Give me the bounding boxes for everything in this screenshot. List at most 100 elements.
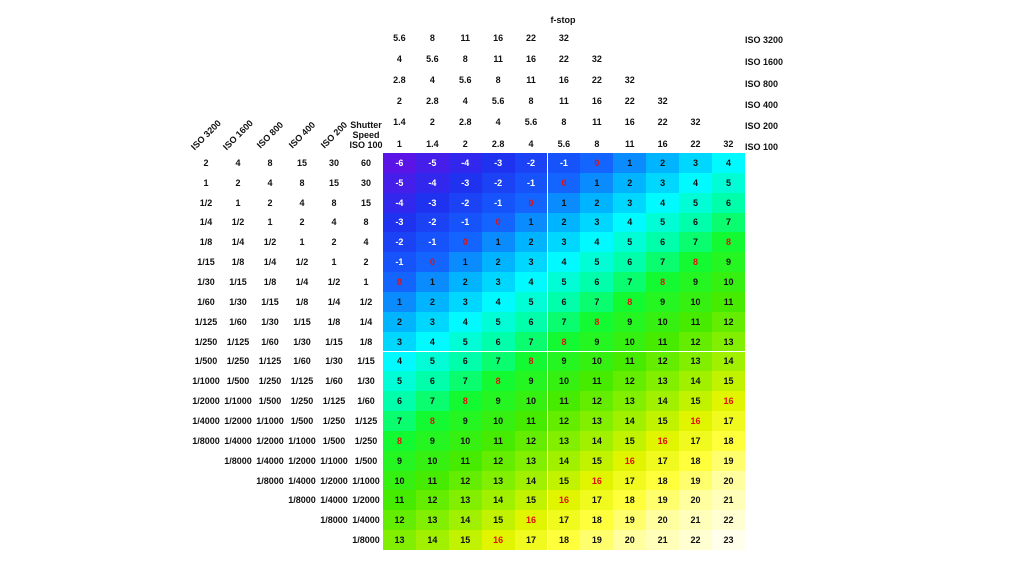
fstop-value: 16 bbox=[526, 54, 537, 64]
ev-cell: 7 bbox=[580, 291, 614, 312]
shutter-value: 1/500 bbox=[290, 415, 314, 426]
ev-cell: 13 bbox=[514, 450, 548, 471]
ev-cell: 18 bbox=[646, 470, 680, 491]
shutter-value: 1/30 bbox=[357, 376, 375, 387]
ev-cell: 6 bbox=[679, 212, 712, 233]
ev-cell: 15 bbox=[580, 450, 614, 471]
ev-cell: 5 bbox=[646, 212, 680, 233]
ev-cell: 13 bbox=[383, 530, 416, 550]
ev-cell: 8 bbox=[580, 311, 614, 332]
shutter-value: 1/125 bbox=[322, 396, 346, 407]
ev-cell: 7 bbox=[514, 331, 548, 352]
ev-cell: 9 bbox=[646, 291, 680, 312]
ev-cell: 10 bbox=[547, 371, 581, 392]
shutter-value: 1/30 bbox=[229, 296, 247, 307]
fstop-value: 11 bbox=[460, 33, 471, 43]
shutter-value: 1/4 bbox=[199, 217, 213, 228]
shutter-value: 1/500 bbox=[194, 356, 218, 367]
ev-cell: 10 bbox=[448, 430, 482, 451]
shutter-value: 1/2000 bbox=[320, 475, 348, 486]
shutter-header: ISO 800 bbox=[254, 119, 286, 151]
iso-label: ISO 400 bbox=[745, 100, 779, 110]
fstop-value: 8 bbox=[462, 54, 468, 64]
ev-cell: -2 bbox=[383, 232, 416, 253]
shutter-value: 4 bbox=[331, 217, 337, 228]
fstop-value: 22 bbox=[624, 96, 635, 106]
shutter-value: 1/8000 bbox=[192, 435, 220, 446]
shutter-value: 4 bbox=[267, 177, 273, 188]
ev-cell: 9 bbox=[514, 371, 548, 392]
ev-cell: 11 bbox=[383, 490, 416, 511]
shutter-value: 60 bbox=[360, 157, 372, 168]
ev-cell: 1 bbox=[613, 153, 647, 173]
fstop-value: 2.8 bbox=[426, 96, 439, 106]
ev-cell: 6 bbox=[415, 371, 449, 392]
ev-cell: 0 bbox=[383, 272, 416, 292]
ev-cell: 12 bbox=[613, 371, 647, 392]
ev-cell: 14 bbox=[415, 530, 449, 550]
shutter-value: 1/8000 bbox=[288, 495, 316, 506]
fstop-value: 11 bbox=[624, 139, 635, 149]
shutter-value: 1/1000 bbox=[352, 475, 380, 486]
ev-cell: 14 bbox=[481, 490, 515, 511]
shutter-value: 1/125 bbox=[194, 316, 218, 327]
fstop-value: 22 bbox=[558, 54, 569, 64]
ev-cell: 9 bbox=[481, 391, 515, 412]
ev-cell: -3 bbox=[481, 153, 515, 173]
ev-cell: -1 bbox=[415, 232, 449, 253]
ev-cell: 5 bbox=[613, 232, 647, 253]
ev-cell: 3 bbox=[448, 291, 482, 312]
ev-cell: 6 bbox=[580, 272, 614, 292]
ev-cell: 12 bbox=[646, 351, 680, 372]
ev-cell: 4 bbox=[481, 291, 515, 312]
shutter-value: 2 bbox=[331, 237, 337, 248]
shutter-value: 1/8 bbox=[327, 316, 341, 327]
fstop-value: 1.4 bbox=[426, 139, 439, 149]
fstop-value: 4 bbox=[429, 75, 435, 85]
ev-cell: 23 bbox=[712, 530, 745, 550]
ev-cell: -2 bbox=[514, 153, 548, 173]
shutter-value: 1/8000 bbox=[352, 535, 380, 546]
ev-cell: 17 bbox=[613, 470, 647, 491]
shutter-value: 1/125 bbox=[354, 415, 378, 426]
ev-cell: 3 bbox=[514, 252, 548, 273]
fstop-value: 2 bbox=[396, 96, 402, 106]
shutter-value: 1/1000 bbox=[320, 455, 348, 466]
ev-cell: 12 bbox=[712, 311, 745, 332]
ev-cell: 15 bbox=[514, 490, 548, 511]
ev-cell: 8 bbox=[448, 391, 482, 412]
shutter-value: 1/125 bbox=[226, 336, 250, 347]
ev-cell: 19 bbox=[679, 470, 712, 491]
ev-cell: 13 bbox=[481, 470, 515, 491]
shutter-value: 1/2 bbox=[199, 197, 213, 208]
ev-cell: 10 bbox=[646, 311, 680, 332]
shutter-value: 1/15 bbox=[357, 356, 375, 367]
ev-cell: 14 bbox=[580, 430, 614, 451]
ev-cell: -3 bbox=[415, 192, 449, 213]
shutter-value: 1 bbox=[363, 277, 369, 288]
ev-cell: 4 bbox=[712, 153, 745, 173]
shutter-value: 1/4000 bbox=[352, 515, 380, 526]
ev-cell: 16 bbox=[679, 411, 712, 431]
ev-cell: 13 bbox=[580, 411, 614, 431]
fstop-value: 32 bbox=[624, 75, 635, 85]
ev-cell: 1 bbox=[514, 212, 548, 233]
shutter-value: 1/4000 bbox=[320, 495, 348, 506]
shutter-value: 1/500 bbox=[322, 435, 346, 446]
fstop-value: 11 bbox=[559, 96, 569, 106]
ev-cell: 12 bbox=[448, 470, 482, 491]
ev-cell: -1 bbox=[514, 172, 548, 193]
ev-cell: 8 bbox=[481, 371, 515, 392]
ev-cell: 14 bbox=[613, 411, 647, 431]
ev-cell: 1 bbox=[481, 232, 515, 253]
shutter-value: 1/250 bbox=[354, 435, 378, 446]
shutter-value: 1/4000 bbox=[192, 415, 220, 426]
iso-label: ISO 1600 bbox=[745, 57, 784, 67]
ev-cell: -3 bbox=[448, 172, 482, 193]
ev-cell: 13 bbox=[613, 391, 647, 412]
ev-cell: 20 bbox=[646, 510, 680, 531]
fstop-value: 2 bbox=[462, 139, 468, 149]
ev-cell: 11 bbox=[415, 470, 449, 491]
shutter-value: 8 bbox=[299, 177, 305, 188]
shutter-value: 1/30 bbox=[325, 356, 343, 367]
